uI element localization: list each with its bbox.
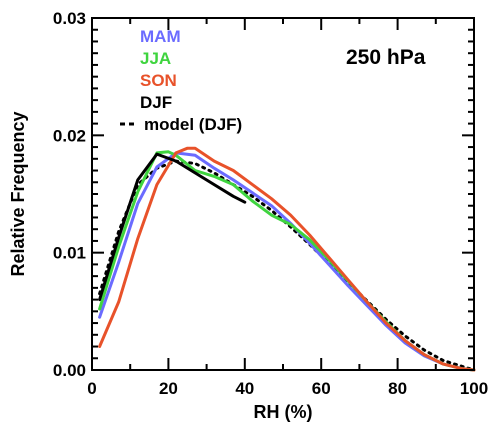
legend-entry-model-djf: model (DJF) <box>144 115 242 134</box>
legend-entry-djf: DJF <box>140 93 172 112</box>
plot-frame <box>91 17 475 371</box>
legend-entry-son: SON <box>140 71 177 90</box>
series-line-model-djf <box>98 159 476 372</box>
y-tick-label: 0.03 <box>53 9 86 28</box>
x-tick-label: 60 <box>312 379 331 398</box>
x-tick-label: 80 <box>388 379 407 398</box>
x-tick-label: 40 <box>235 379 254 398</box>
x-tick-label: 100 <box>460 379 488 398</box>
x-axis-title: RH (%) <box>254 402 313 422</box>
x-tick-label: 0 <box>87 379 96 398</box>
legend: MAM JJA SON DJF model (DJF) <box>120 27 242 134</box>
pressure-level-annotation: 250 hPa <box>346 46 426 69</box>
y-tick-label: 0.01 <box>53 244 86 263</box>
series-lines <box>98 146 476 372</box>
y-tick-label: 0.00 <box>53 361 86 380</box>
y-axis-title: Relative Frequency <box>8 111 28 276</box>
y-tick-label: 0.02 <box>53 126 86 145</box>
series-line-djf <box>98 152 247 302</box>
series-line-son <box>98 146 476 372</box>
legend-entry-jja: JJA <box>140 49 171 68</box>
legend-entry-mam: MAM <box>140 27 181 46</box>
x-tick-label: 20 <box>159 379 178 398</box>
axis-tick-labels: 0 20 40 60 80 100 0.00 0.01 0.02 0.03 <box>53 9 488 398</box>
